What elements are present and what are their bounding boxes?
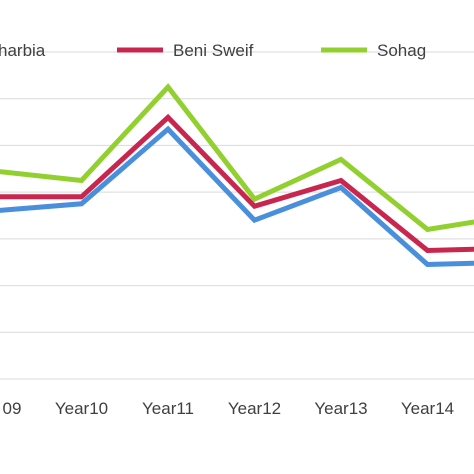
x-tick-label: Year11 <box>142 399 194 418</box>
legend-label: harbia <box>0 41 46 60</box>
x-tick-label: Year12 <box>228 399 281 418</box>
x-tick-label: Year14 <box>401 399 454 418</box>
series-line-gharbia <box>0 125 474 268</box>
series-line-sohag <box>0 83 474 233</box>
x-tick-label: 09 <box>3 399 22 418</box>
x-tick-label: Year10 <box>55 399 108 418</box>
series-line-beni-sweif <box>0 113 474 254</box>
series-lines <box>0 83 474 268</box>
x-tick-label: Year13 <box>314 399 367 418</box>
legend-label: Sohag <box>377 41 426 60</box>
legend: harbia Beni Sweif Sohag <box>0 41 426 60</box>
x-axis-tick-labels: 09 Year10 Year11 Year12 Year13 Year14 <box>3 399 455 418</box>
legend-label: Beni Sweif <box>173 41 254 60</box>
gridlines <box>0 51 474 380</box>
